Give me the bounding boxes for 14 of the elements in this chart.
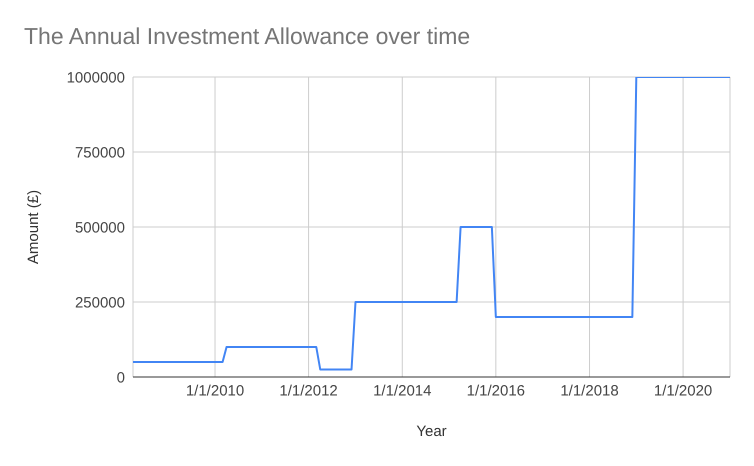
- y-tick-label: 750000: [74, 144, 125, 162]
- x-tick-label: 1/1/2010: [186, 382, 244, 400]
- y-axis-title: Amount (£): [25, 190, 42, 264]
- x-tick-label: 1/1/2016: [466, 382, 526, 400]
- y-tick-label: 0: [116, 369, 125, 386]
- x-tick-label: 1/1/2014: [373, 382, 432, 400]
- x-axis-title: Year: [416, 423, 447, 440]
- y-tick-label: 250000: [74, 294, 125, 312]
- y-tick-label: 500000: [74, 219, 125, 236]
- x-tick-label: 1/1/2020: [654, 382, 712, 400]
- x-tick-label: 1/1/2018: [560, 382, 619, 400]
- y-tick-label: 1000000: [66, 69, 125, 86]
- chart-title: The Annual Investment Allowance over time: [24, 22, 470, 50]
- x-tick-label: 1/1/2012: [279, 382, 338, 400]
